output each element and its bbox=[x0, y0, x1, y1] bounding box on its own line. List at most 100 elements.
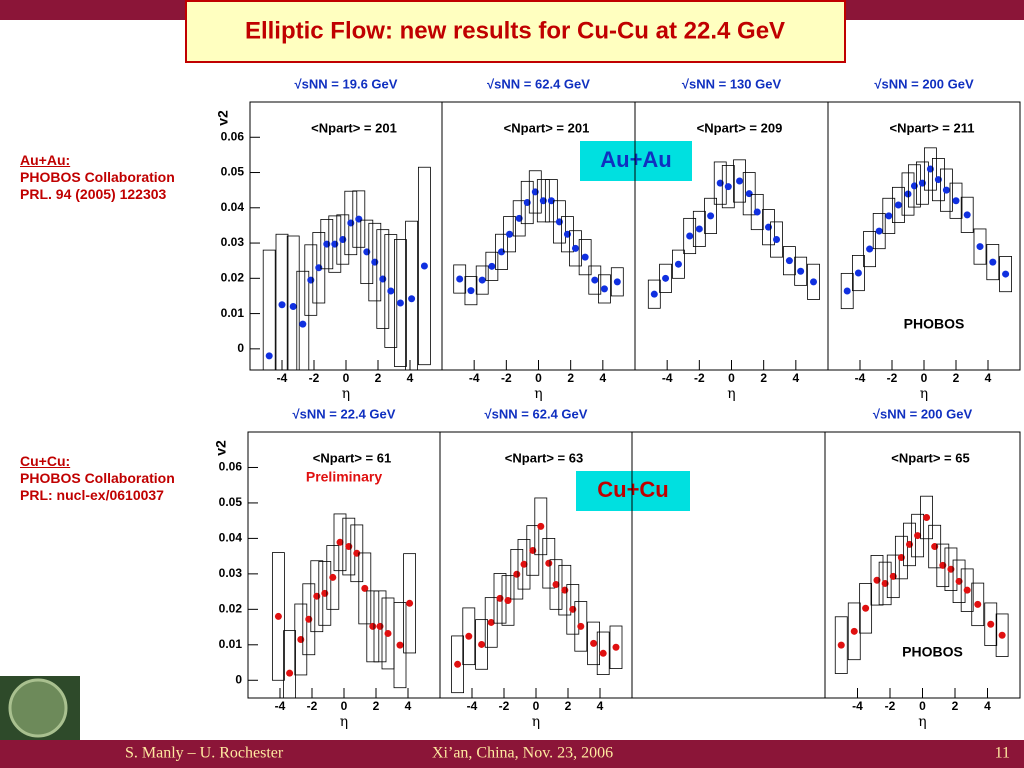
error-box bbox=[598, 274, 611, 304]
data-point bbox=[736, 177, 744, 185]
error-box bbox=[952, 559, 966, 603]
error-box bbox=[534, 497, 548, 556]
x-tick-label: 4 bbox=[599, 371, 606, 385]
data-point bbox=[716, 179, 724, 187]
error-box bbox=[344, 190, 358, 256]
error-box bbox=[940, 168, 953, 212]
data-point bbox=[581, 253, 589, 261]
logo-seal bbox=[8, 678, 68, 738]
error-box bbox=[512, 200, 526, 237]
data-point bbox=[674, 260, 682, 268]
npart-label: <Npart> = 211 bbox=[890, 120, 975, 135]
x-tick-label: 2 bbox=[567, 371, 574, 385]
data-point bbox=[591, 276, 599, 284]
error-box bbox=[936, 543, 950, 588]
y-tick-label: 0.04 bbox=[221, 200, 245, 214]
error-box bbox=[924, 147, 937, 191]
data-point bbox=[305, 615, 313, 623]
data-point bbox=[952, 197, 960, 205]
plot-marks bbox=[451, 497, 623, 694]
plot-marks bbox=[834, 495, 1009, 674]
error-box bbox=[911, 513, 925, 558]
npart-label: <Npart> = 63 bbox=[505, 450, 583, 465]
au-au-tag: Au+Au bbox=[600, 147, 672, 172]
data-point bbox=[998, 631, 1006, 639]
error-box bbox=[610, 267, 624, 297]
error-box bbox=[302, 583, 316, 656]
data-point bbox=[773, 236, 781, 244]
data-point bbox=[321, 589, 329, 597]
data-point bbox=[529, 546, 537, 554]
data-point bbox=[753, 208, 761, 216]
data-point bbox=[910, 182, 918, 190]
error-box bbox=[713, 161, 727, 205]
error-box bbox=[342, 517, 356, 576]
x-tick-label: -2 bbox=[885, 699, 896, 713]
error-box bbox=[872, 213, 886, 250]
data-point bbox=[376, 622, 384, 630]
data-point bbox=[465, 632, 473, 640]
x-tick-label: 0 bbox=[728, 371, 735, 385]
error-box bbox=[960, 568, 974, 612]
error-box bbox=[973, 228, 987, 265]
error-box bbox=[762, 209, 775, 246]
x-tick-label: 0 bbox=[533, 699, 540, 713]
error-box bbox=[870, 555, 884, 606]
error-box bbox=[384, 234, 398, 348]
error-box bbox=[609, 625, 623, 669]
data-point bbox=[797, 267, 805, 275]
error-box bbox=[393, 239, 407, 367]
x-axis-label: η bbox=[920, 386, 928, 402]
data-point bbox=[745, 190, 753, 198]
error-box bbox=[373, 590, 387, 663]
data-point bbox=[406, 599, 414, 607]
data-point bbox=[347, 219, 355, 227]
data-point bbox=[396, 641, 404, 649]
note-line: PHOBOS Collaboration bbox=[20, 169, 175, 185]
x-tick-label: -4 bbox=[275, 699, 286, 713]
data-point bbox=[515, 214, 523, 222]
error-box bbox=[286, 235, 300, 370]
data-point bbox=[336, 538, 344, 546]
y-tick-label: 0.02 bbox=[219, 602, 243, 616]
error-box bbox=[464, 276, 478, 306]
y-tick-label: 0.01 bbox=[219, 637, 243, 651]
y-tick-label: 0.01 bbox=[221, 306, 245, 320]
x-axis-label: η bbox=[340, 714, 348, 730]
x-tick-label: -4 bbox=[277, 371, 288, 385]
error-box bbox=[901, 172, 915, 216]
data-point bbox=[286, 669, 294, 677]
x-tick-label: 4 bbox=[597, 699, 604, 713]
y-tick-label: 0.03 bbox=[221, 235, 245, 249]
error-box bbox=[984, 602, 998, 646]
error-box bbox=[368, 222, 382, 302]
data-point bbox=[963, 586, 971, 594]
y-tick-label: 0.03 bbox=[219, 566, 243, 580]
error-box bbox=[553, 200, 566, 244]
data-point bbox=[363, 248, 371, 256]
data-point bbox=[724, 183, 732, 191]
data-point bbox=[539, 197, 547, 205]
energy-label: √sNN = 200 GeV bbox=[874, 76, 974, 91]
error-box bbox=[304, 244, 318, 316]
error-box bbox=[672, 249, 685, 279]
error-box bbox=[647, 279, 661, 309]
error-box bbox=[318, 561, 332, 626]
x-tick-label: -4 bbox=[852, 699, 863, 713]
error-box bbox=[271, 552, 285, 681]
data-point bbox=[914, 532, 922, 540]
data-point bbox=[555, 218, 563, 226]
data-point bbox=[613, 278, 621, 286]
data-point bbox=[843, 287, 851, 295]
npart-label: <Npart> = 201 bbox=[311, 120, 397, 135]
data-point bbox=[487, 618, 495, 626]
npart-label: <Npart> = 65 bbox=[891, 450, 969, 465]
data-point bbox=[274, 612, 282, 620]
data-point bbox=[963, 211, 971, 219]
plot-marks bbox=[453, 170, 624, 306]
npart-label: <Npart> = 209 bbox=[697, 120, 783, 135]
error-box bbox=[704, 197, 717, 234]
error-box bbox=[275, 233, 289, 370]
